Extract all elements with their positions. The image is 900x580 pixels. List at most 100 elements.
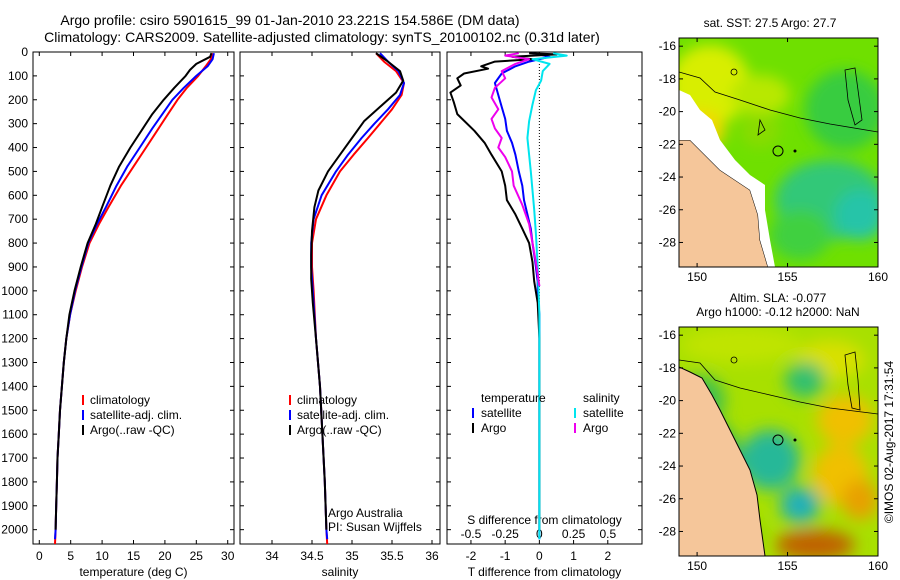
difference-panel: -2 -1 0 1 2 T difference from climatology -0.5… [446,51,643,579]
y-tick-label: 1300 [1,355,28,369]
y-tick-label: 1000 [1,284,28,298]
sst-coast-gap [679,90,775,267]
sla-map-title-1: Altim. SLA: -0.077 [730,291,827,305]
y-tick-label: 2000 [1,523,28,537]
x-tick-label: 35.5 [380,549,404,563]
sst-map-title: sat. SST: 27.5 Argo: 27.7 [704,16,837,30]
x-tick-label: 34 [265,549,279,563]
series-line [490,52,541,287]
map-x-tick-label: 150 [687,270,707,284]
map-y-tick-label: -26 [659,203,677,217]
y-tick-label: 1500 [1,403,28,417]
series-line [310,52,405,530]
sla-land [679,366,766,556]
y-tick-label: 0 [21,45,28,59]
plot-frame [32,51,235,545]
y-tick-label: 700 [8,212,28,226]
y-tick-label: 800 [8,236,28,250]
x-tick-label: 2 [604,549,611,563]
x-tick-label: 5 [67,549,74,563]
s-tick-label: 0.25 [562,527,586,541]
s-tick-label: -0.5 [461,527,482,541]
legend-label: climatology [297,393,357,407]
x-tick-label: 34.5 [300,549,324,563]
map-y-tick-label: -20 [659,394,677,408]
y-tick-label: 500 [8,164,28,178]
map-x-tick-label: 150 [687,559,707,573]
x-axis-label: temperature (deg C) [79,565,187,579]
x-tick-label: 25 [190,549,204,563]
title-line-2: Climatology: CARS2009. Satellite-adjuste… [44,29,600,45]
legend-label: Argo(..raw -QC) [90,423,175,437]
map-x-tick-label: 155 [778,270,798,284]
x-tick-label: 10 [95,549,109,563]
legend-label: satellite-adj. clim. [90,408,182,422]
map-y-tick-label: -24 [659,170,677,184]
x-axis-label: salinity [322,565,359,579]
map-y-tick-label: -16 [659,39,677,53]
legend-label: Argo [583,421,609,435]
sst-argo-marker [772,145,784,157]
x-tick-label: 35 [345,549,359,563]
map-y-tick-label: -26 [659,492,677,506]
map-y-tick-label: -16 [659,328,677,342]
series-line [449,52,558,530]
sla-map [679,327,878,556]
map-y-tick-label: -22 [659,426,677,440]
y-tick-label: 1100 [2,308,28,322]
y-tick-label: 600 [8,188,28,202]
timestamp-stamp: ©IMOS 02-Aug-2017 17:31:54 [882,361,896,524]
y-tick-label: 300 [8,117,28,131]
y-tick-label: 1700 [1,451,28,465]
annotation-line: Argo Australia [328,506,403,520]
y-tick-label: 1900 [1,499,28,513]
map-y-tick-label: -28 [659,235,677,249]
x-tick-label: 0 [36,549,43,563]
y-tick-label: 400 [8,141,28,155]
sst-map [679,38,878,267]
series-line [310,52,405,540]
sst-map-axes: 150 155 160 -16 -18 -20 -22 -24 -26 -28 [659,38,888,284]
y-tick-label: 200 [8,93,28,107]
x-tick-label: 20 [158,549,172,563]
plot-frame [446,51,643,545]
map-y-tick-label: -24 [659,459,677,473]
s-tick-label: -0.25 [491,527,519,541]
x-tick-label: -1 [500,549,511,563]
series-line [54,52,214,545]
x-tick-label: 1 [570,549,577,563]
y-tick-label: 1200 [1,332,28,346]
series-line [54,52,213,530]
s-tick-label: 0.5 [599,527,616,541]
y-tick-label: 900 [8,260,28,274]
map-y-tick-label: -18 [659,72,677,86]
series-line [54,52,215,540]
legend-label: climatology [90,393,150,407]
temperature-panel: 0100200300400500600700800900100011001200… [1,45,234,579]
map-y-tick-label: -18 [659,361,677,375]
y-tick-label: 1600 [1,427,28,441]
plot-frame [239,51,441,545]
series-line [493,52,551,540]
s-axis-label: S difference from climatology [467,513,622,527]
x-tick-label: 30 [221,549,235,563]
annotation-line: PI: Susan Wijffels [328,520,422,534]
series-line [526,52,568,540]
legend-label: Argo(..raw -QC) [297,423,382,437]
sla-map-axes: 150 155 160 -16 -18 -20 -22 -24 -26 -28 [659,327,888,573]
map-x-tick-label: 160 [868,559,888,573]
y-tick-label: 1800 [1,475,28,489]
x-tick-label: 0 [536,549,543,563]
x-tick-label: -2 [466,549,477,563]
legend-label: satellite [481,406,522,420]
legend-label: satellite-adj. clim. [297,408,389,422]
series-line [311,52,405,545]
legend-title: temperature [481,391,546,405]
legend-label: satellite [583,406,624,420]
sla-map-title-2: Argo h1000: -0.12 h2000: NaN [696,305,859,319]
x-tick-label: 36 [425,549,439,563]
map-y-tick-label: -28 [659,524,677,538]
legend-label: Argo [481,421,507,435]
title-line-1: Argo profile: csiro 5901615_99 01-Jan-20… [60,12,519,28]
